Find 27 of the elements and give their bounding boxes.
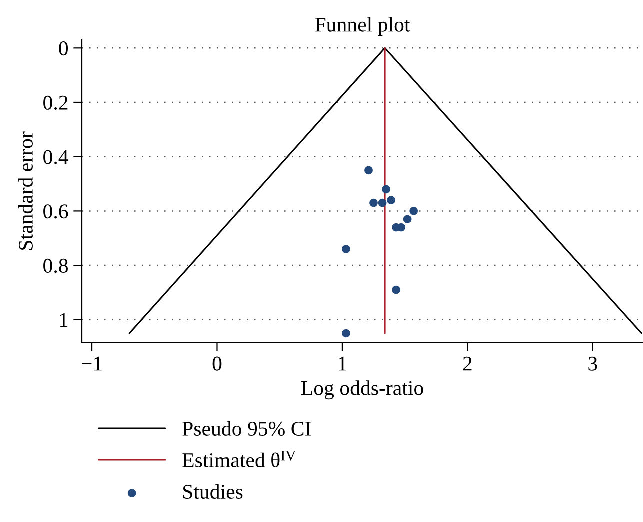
legend-label: Estimated θ$^{IV}$ bbox=[182, 451, 296, 468]
point bbox=[342, 329, 350, 338]
x-tick-label: 2 bbox=[463, 356, 472, 371]
x-tick-label: 3 bbox=[588, 356, 598, 371]
y-tick-label: 0.2 bbox=[44, 96, 68, 110]
y-tick-label: 1 bbox=[60, 313, 68, 328]
point bbox=[410, 207, 418, 216]
y-tick-label: 0.6 bbox=[44, 204, 68, 219]
point bbox=[370, 198, 378, 208]
chart-title: Funnel plot bbox=[315, 17, 410, 36]
point bbox=[403, 215, 412, 224]
point bbox=[378, 198, 387, 208]
x-tick-label: 1 bbox=[339, 356, 346, 371]
y-axis-title: Standard error bbox=[18, 132, 33, 250]
y-tick-label: 0.4 bbox=[44, 150, 68, 164]
point bbox=[364, 166, 373, 175]
legend-label: Pseudo 95% CI bbox=[182, 421, 311, 436]
point bbox=[382, 185, 390, 194]
legend-label: Studies bbox=[183, 484, 243, 500]
y-tick-label: 0 bbox=[59, 42, 68, 56]
point bbox=[387, 196, 396, 204]
point bbox=[342, 245, 350, 254]
x-tick-label: −1 bbox=[82, 356, 102, 371]
y-tick-label: 0.8 bbox=[44, 258, 68, 274]
point bbox=[392, 286, 400, 294]
x-axis-title: Log odds-ratio bbox=[301, 380, 424, 400]
x-tick-label: 0 bbox=[212, 356, 222, 371]
